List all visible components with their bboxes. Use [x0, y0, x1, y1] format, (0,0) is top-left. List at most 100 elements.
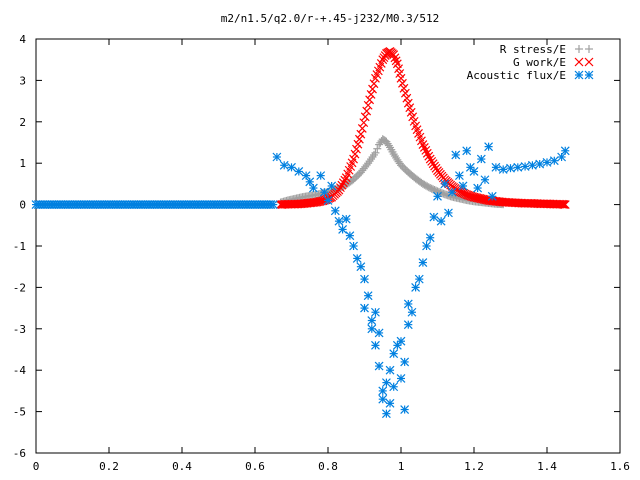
- marker-stroke: [323, 196, 333, 205]
- legend-key-marker: [574, 57, 584, 67]
- marker-stroke: [559, 200, 569, 209]
- marker-stroke: [542, 157, 552, 167]
- data-point: [352, 253, 362, 263]
- data-point: [425, 233, 435, 243]
- marker-stroke: [440, 179, 450, 189]
- data-point: [400, 405, 410, 414]
- marker-stroke: [469, 167, 479, 176]
- marker-stroke: [535, 159, 545, 169]
- series-layer: [31, 46, 570, 419]
- data-point: [506, 163, 515, 173]
- data-point: [549, 156, 559, 166]
- marker-stroke: [294, 167, 304, 176]
- marker-stroke: [396, 374, 406, 383]
- marker-stroke: [484, 142, 494, 152]
- data-point: [422, 241, 431, 251]
- data-point: [436, 216, 446, 226]
- data-point: [487, 191, 497, 201]
- marker-stroke: [330, 206, 340, 216]
- marker-stroke: [403, 320, 413, 330]
- marker-stroke: [422, 241, 431, 251]
- marker-stroke: [415, 132, 425, 142]
- marker-stroke: [395, 69, 405, 78]
- legend-label: G work/E: [513, 56, 566, 69]
- marker-stroke: [367, 316, 377, 325]
- data-point: [407, 307, 417, 317]
- marker-stroke: [520, 162, 530, 171]
- marker-stroke: [506, 163, 515, 173]
- data-point: [340, 175, 350, 185]
- marker-stroke: [411, 121, 421, 131]
- marker-stroke: [352, 144, 361, 154]
- data-point: [349, 154, 358, 164]
- y-tick-label: -1: [13, 240, 26, 253]
- legend-key: [574, 70, 594, 80]
- data-point: [338, 225, 348, 234]
- marker-stroke: [425, 233, 435, 243]
- marker-stroke: [369, 79, 379, 89]
- data-point: [491, 162, 501, 172]
- data-point: [350, 149, 360, 159]
- legend-key-marker: [584, 57, 594, 67]
- data-point: [378, 55, 388, 65]
- legend-key-marker: [584, 70, 594, 80]
- data-point: [557, 199, 567, 209]
- data-point: [363, 100, 373, 110]
- marker-stroke: [403, 299, 413, 309]
- marker-stroke: [403, 98, 413, 108]
- data-point: [402, 93, 412, 103]
- marker-stroke: [362, 106, 372, 116]
- series-2: [276, 46, 570, 210]
- data-point: [279, 160, 289, 170]
- plot-axes: 0 0.2 0.4 0.6 0.8 1 1.2 1.4 1.6 -6 -5 -4 -3 -2 -1 0 1 2 3 4: [13, 33, 630, 473]
- data-point: [365, 95, 375, 105]
- marker-stroke: [360, 112, 370, 122]
- marker-stroke: [451, 150, 461, 160]
- marker-stroke: [335, 183, 345, 193]
- data-point: [308, 183, 318, 193]
- marker-stroke: [305, 177, 315, 187]
- data-point: [374, 361, 384, 371]
- marker-stroke: [360, 303, 369, 313]
- marker-stroke: [334, 185, 344, 195]
- marker-stroke: [340, 175, 350, 185]
- marker-stroke: [279, 160, 289, 170]
- data-point: [323, 196, 333, 205]
- marker-stroke: [549, 156, 559, 166]
- data-point: [398, 78, 407, 88]
- data-point: [418, 140, 428, 149]
- data-point: [360, 303, 369, 313]
- data-point: [334, 216, 344, 226]
- data-point: [527, 160, 537, 170]
- data-point: [396, 374, 406, 383]
- data-point: [480, 175, 490, 185]
- data-point: [484, 142, 494, 152]
- x-tick-label: 0: [33, 460, 40, 473]
- marker-stroke: [405, 103, 415, 113]
- data-point: [353, 139, 363, 149]
- marker-stroke: [418, 140, 428, 149]
- marker-stroke: [458, 181, 468, 191]
- data-point: [403, 299, 413, 309]
- marker-stroke: [356, 262, 366, 272]
- legend-key-marker: [574, 70, 584, 80]
- marker-stroke: [353, 139, 363, 149]
- data-point: [381, 378, 391, 388]
- marker-stroke: [367, 324, 377, 334]
- marker-stroke: [371, 340, 380, 350]
- x-tick-label: 0.4: [172, 460, 192, 473]
- data-point: [440, 179, 450, 189]
- data-point: [411, 282, 421, 292]
- data-point: [542, 157, 552, 167]
- data-point: [360, 112, 370, 122]
- marker-stroke: [429, 212, 439, 222]
- data-point: [425, 154, 435, 164]
- marker-stroke: [365, 95, 375, 105]
- data-point: [362, 106, 372, 116]
- marker-stroke: [409, 116, 419, 126]
- data-point: [444, 208, 453, 218]
- y-tick-label: 2: [19, 116, 26, 129]
- data-point: [268, 200, 278, 210]
- y-tick-label: 4: [19, 33, 26, 46]
- data-point: [458, 181, 468, 191]
